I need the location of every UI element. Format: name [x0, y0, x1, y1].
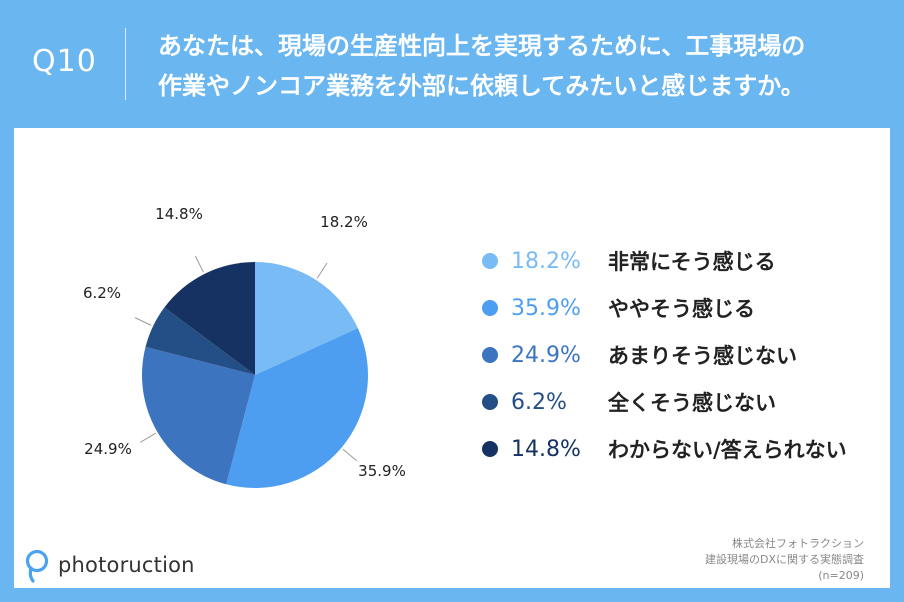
data-label: 24.9% [84, 440, 132, 458]
leader-line [140, 432, 157, 443]
brand-name: photoruction [58, 553, 195, 577]
legend-label: あまりそう感じない [608, 344, 797, 368]
data-label: 35.9% [358, 462, 406, 480]
question-number: Q10 [32, 44, 97, 79]
leader-line [316, 262, 328, 279]
legend-item: 35.9% ややそう感じる [482, 293, 902, 323]
legend-item: 18.2% 非常にそう感じる [482, 246, 902, 276]
legend-percent: 24.9% [511, 342, 581, 368]
pie-slice [226, 328, 369, 488]
legend-percent: 14.8% [511, 436, 581, 462]
question-text: あなたは、現場の生産性向上を実現するために、工事現場の 作業やノンコア業務を外部… [158, 26, 888, 106]
legend-swatch [482, 441, 498, 457]
legend-label: 全くそう感じない [608, 391, 776, 415]
legend-item: 14.8% わからない/答えられない [482, 434, 902, 464]
header-divider [125, 28, 126, 100]
legend-label: ややそう感じる [608, 297, 755, 321]
legend-percent: 6.2% [511, 389, 567, 415]
pie-chart: 18.2% 35.9% 24.9% 6.2% 14.8% [83, 205, 406, 488]
header: Q10 あなたは、現場の生産性向上を実現するために、工事現場の 作業やノンコア業… [0, 0, 904, 128]
photoruction-logo-icon [25, 549, 49, 583]
legend-swatch [482, 300, 498, 316]
pie-slice [255, 262, 358, 375]
brand-logo[interactable]: photoruction [24, 548, 194, 584]
legend-label: 非常にそう感じる [608, 250, 776, 274]
leader-line [134, 317, 152, 326]
legend-label: わからない/答えられない [608, 438, 847, 462]
data-label: 18.2% [320, 213, 368, 231]
data-label: 6.2% [83, 284, 121, 302]
legend-swatch [482, 347, 498, 363]
leader-line [194, 255, 204, 273]
question-line-2: 作業やノンコア業務を外部に依頼してみたいと感じますか。 [158, 72, 805, 100]
source-survey: 建設現場のDXに関する実態調査 [704, 553, 864, 566]
pie-slice [145, 307, 255, 375]
source-company: 株式会社フォトラクション [732, 537, 864, 550]
question-line-1: あなたは、現場の生産性向上を実現するために、工事現場の [158, 32, 806, 60]
legend-swatch [482, 394, 498, 410]
chart-card: 18.2% 35.9% 24.9% 6.2% 14.8% 18.2% 非常にそう感じる … [14, 128, 890, 588]
legend-item: 24.9% あまりそう感じない [482, 340, 902, 370]
legend-item: 6.2% 全くそう感じない [482, 387, 902, 417]
pie-slice [141, 346, 255, 485]
legend-percent: 18.2% [511, 248, 581, 274]
pie-slice [164, 262, 255, 375]
source-sample-size: (n=209) [818, 569, 864, 582]
source-note: 株式会社フォトラクション 建設現場のDXに関する実態調査 (n=209) [604, 536, 864, 584]
leader-line [342, 448, 357, 462]
legend-percent: 35.9% [511, 295, 581, 321]
data-label: 14.8% [155, 205, 203, 223]
legend-swatch [482, 253, 498, 269]
